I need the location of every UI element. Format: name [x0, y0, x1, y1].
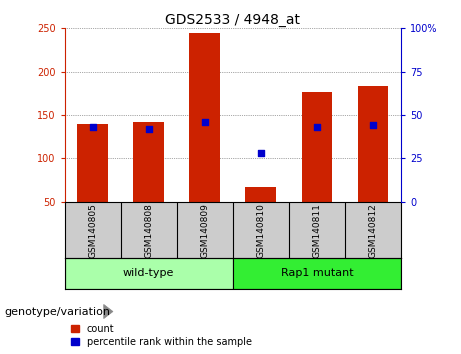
Text: GSM140809: GSM140809 [200, 204, 209, 258]
Point [313, 124, 321, 130]
Title: GDS2533 / 4948_at: GDS2533 / 4948_at [165, 13, 300, 27]
Legend: count, percentile rank within the sample: count, percentile rank within the sample [70, 322, 254, 349]
Text: GSM140811: GSM140811 [313, 204, 321, 258]
Point [369, 122, 377, 128]
Text: Rap1 mutant: Rap1 mutant [281, 268, 353, 279]
Point [257, 150, 265, 156]
Point [89, 124, 96, 130]
Polygon shape [104, 304, 113, 319]
Bar [65, 258, 233, 289]
Text: GSM140808: GSM140808 [144, 204, 153, 258]
Text: GSM140812: GSM140812 [368, 204, 378, 258]
Bar [245, 187, 276, 202]
Text: wild-type: wild-type [123, 268, 174, 279]
Bar [358, 86, 389, 202]
Bar [133, 122, 164, 202]
Bar [77, 124, 108, 202]
Bar [233, 258, 401, 289]
Bar [189, 33, 220, 202]
Point [145, 126, 152, 132]
Point [201, 119, 208, 125]
Text: GSM140805: GSM140805 [88, 204, 97, 258]
Text: genotype/variation: genotype/variation [5, 307, 111, 316]
Text: GSM140810: GSM140810 [256, 204, 266, 258]
Bar [301, 92, 332, 202]
